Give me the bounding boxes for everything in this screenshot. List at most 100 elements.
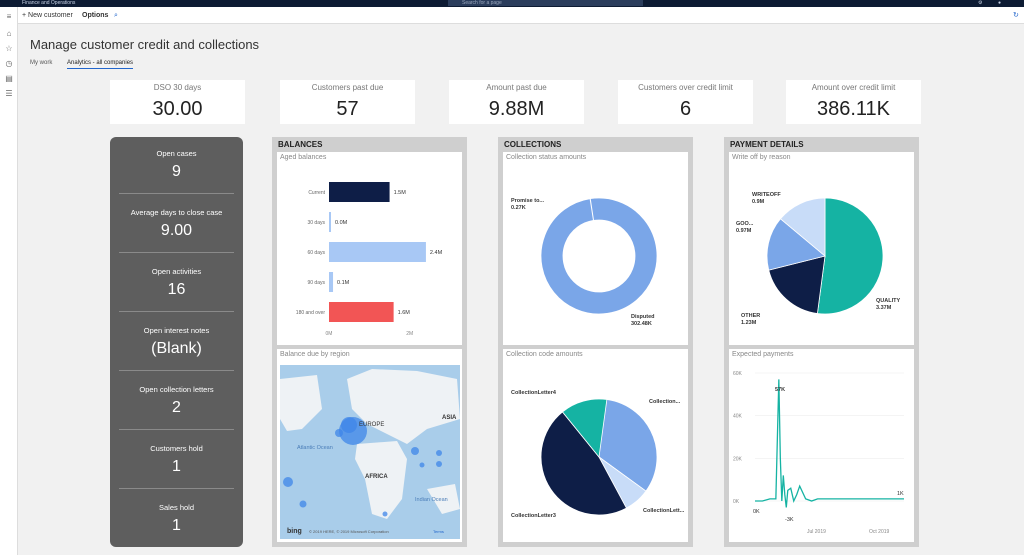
- kpi-value: 30.00: [152, 98, 203, 120]
- category-label: 90 days: [307, 280, 325, 286]
- divider: [119, 429, 234, 430]
- pie-slice: [766, 218, 826, 271]
- stat-open-activities[interactable]: Open activities 16: [110, 267, 243, 299]
- region-bubble: [411, 447, 419, 455]
- x-tick-label: 2M: [406, 331, 413, 337]
- data-label: -3K: [785, 517, 794, 523]
- stat-sales-hold[interactable]: Sales hold 1: [110, 503, 243, 535]
- search-input[interactable]: Search for a page: [448, 0, 643, 6]
- modules-icon[interactable]: ☰: [5, 89, 13, 98]
- top-bar: Finance and Operations Search for a page…: [0, 0, 1024, 7]
- stat-label: Open activities: [151, 267, 202, 276]
- slice-label: CollectionLetter4: [511, 390, 557, 396]
- slice-value: 0.27K: [511, 205, 526, 211]
- map-attribution: © 2019 HERE, © 2019 Microsoft Corporatio…: [309, 529, 389, 534]
- region-map[interactable]: EUROPE ASIA Atlantic Ocean AFRICA Indian…: [277, 349, 462, 542]
- stats-panel: Open cases 9 Average days to close case 9.…: [110, 137, 243, 547]
- slice-value: 1.23M: [741, 320, 757, 326]
- page-title: Manage customer credit and collections: [30, 37, 260, 52]
- bing-logo: bing: [287, 528, 302, 535]
- pie-slice: [779, 197, 826, 257]
- kpi-card-customers-past-due[interactable]: Customers past due 57: [280, 80, 415, 124]
- slice-label: OTHER: [741, 313, 760, 319]
- options-button[interactable]: Options: [82, 12, 109, 19]
- slice-label: Promise to...: [511, 198, 544, 204]
- stat-open-cases[interactable]: Open cases 9: [110, 149, 243, 181]
- stat-customers-hold[interactable]: Customers hold 1: [110, 444, 243, 476]
- slice-label: CollectionLett...: [643, 508, 685, 514]
- stat-avg-days[interactable]: Average days to close case 9.00: [110, 208, 243, 240]
- map-terms-link[interactable]: Terms: [433, 529, 444, 534]
- collection-code-chart: Collection... CollectionLett... Collection…: [511, 390, 685, 519]
- region-bubble: [419, 462, 425, 468]
- kpi-value: 386.11K: [816, 98, 891, 120]
- bar: [329, 182, 390, 202]
- bar: [329, 272, 334, 292]
- settings-icon[interactable]: ⚙: [978, 0, 983, 6]
- data-label: 1K: [897, 491, 904, 497]
- region-bubble: [335, 429, 343, 437]
- recent-icon[interactable]: ◷: [5, 59, 13, 68]
- kpi-label: DSO 30 days: [153, 83, 202, 92]
- tile-title: Aged balances: [280, 154, 327, 161]
- menu-icon[interactable]: ≡: [6, 12, 12, 21]
- slice-label: Disputed: [631, 314, 655, 320]
- refresh-icon[interactable]: ↻: [1013, 12, 1019, 19]
- tab-analytics[interactable]: Analytics - all companies: [67, 60, 134, 69]
- tab-my-work[interactable]: My work: [30, 60, 53, 66]
- pie-slice: [816, 197, 884, 315]
- kpi-card-customers-over-limit[interactable]: Customers over credit limit 6: [618, 80, 753, 124]
- divider: [119, 193, 234, 194]
- find-icon[interactable]: ⌕: [114, 12, 118, 19]
- pie-slice: [561, 398, 608, 458]
- stat-label: Customers hold: [150, 444, 203, 453]
- region-bubble: [283, 477, 293, 487]
- write-off-tile[interactable]: Write off by reason QUALITY 3.37M OTHER 1.2…: [729, 152, 914, 345]
- panel-title: COLLECTIONS: [504, 140, 562, 149]
- map-label: Atlantic Ocean: [297, 445, 333, 451]
- kpi-label: Customers past due: [311, 83, 384, 92]
- panel-title: PAYMENT DETAILS: [730, 140, 804, 149]
- category-label: 180 and over: [296, 310, 326, 316]
- divider: [119, 252, 234, 253]
- slice-value: 3.37M: [876, 305, 892, 311]
- region-bubble: [436, 461, 442, 467]
- user-icon[interactable]: ●: [998, 0, 1002, 6]
- tile-title: Balance due by region: [280, 351, 350, 358]
- new-customer-button[interactable]: + New customer: [22, 12, 73, 19]
- kpi-card-amount-over-limit[interactable]: Amount over credit limit 386.11K: [786, 80, 921, 124]
- balances-panel: BALANCES Aged balances Current 1.5M 30 day…: [272, 137, 467, 547]
- stat-open-collection-letters[interactable]: Open collection letters 2: [110, 385, 243, 417]
- slice-label: WRITEOFF: [752, 192, 781, 198]
- stat-open-interest-notes[interactable]: Open interest notes (Blank): [110, 326, 243, 358]
- favorites-icon[interactable]: ☆: [5, 44, 13, 53]
- kpi-card-amount-past-due[interactable]: Amount past due 9.88M: [449, 80, 584, 124]
- kpi-label: Customers over credit limit: [638, 83, 733, 92]
- collection-status-tile[interactable]: Collection status amounts Promise to... 0…: [503, 152, 688, 345]
- series-line: [755, 379, 904, 508]
- divider: [119, 370, 234, 371]
- home-icon[interactable]: ⌂: [6, 29, 12, 38]
- pie-slice: [768, 255, 826, 314]
- workspaces-icon[interactable]: ▤: [5, 74, 13, 83]
- region-bubble: [436, 450, 442, 456]
- region-map-tile[interactable]: Balance due by region EUROPE ASIA Atlant…: [277, 349, 462, 542]
- collection-code-tile[interactable]: Collection code amounts Collection... Col…: [503, 349, 688, 542]
- tile-title: Expected payments: [732, 351, 794, 358]
- slice-label: Collection...: [649, 399, 681, 405]
- expected-payments-tile[interactable]: Expected payments 0K 20K 40K 60K 57K 0K -3K 1K J…: [729, 349, 914, 542]
- stat-value: 1: [172, 458, 181, 475]
- data-label: 1.6M: [398, 310, 411, 316]
- kpi-card-dso[interactable]: DSO 30 days 30.00: [110, 80, 245, 124]
- bar: [329, 302, 394, 322]
- y-tick-label: 0K: [733, 499, 740, 505]
- y-tick-label: 40K: [733, 414, 743, 420]
- region-bubble: [382, 511, 388, 517]
- x-tick-label: Oct 2019: [869, 529, 890, 535]
- aged-balances-tile[interactable]: Aged balances Current 1.5M 30 days 0.0M 60 d…: [277, 152, 462, 345]
- category-label: 60 days: [307, 250, 325, 256]
- slice-label: GOO...: [736, 221, 754, 227]
- divider: [119, 488, 234, 489]
- slice-value: 0.9M: [752, 199, 765, 205]
